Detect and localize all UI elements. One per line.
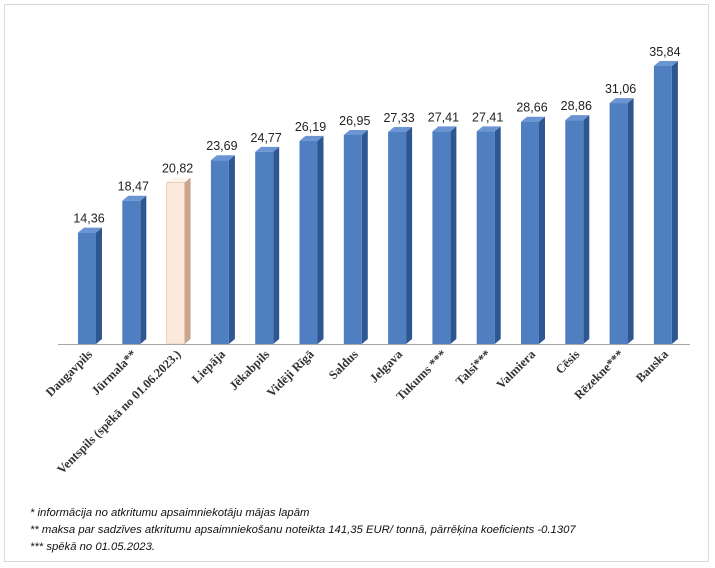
bar-front xyxy=(122,200,141,344)
bar-side xyxy=(406,127,413,344)
bar-side xyxy=(361,129,368,344)
category-label: Jelgava xyxy=(367,347,406,386)
bar-side xyxy=(539,116,545,344)
bar-front xyxy=(565,120,584,344)
value-label: 26,95 xyxy=(339,114,370,128)
bar-side xyxy=(627,98,634,344)
bar-top xyxy=(521,116,545,122)
category-label: Daugavpils xyxy=(43,347,95,399)
bar-10 xyxy=(476,126,501,345)
bar-front xyxy=(521,121,539,344)
footnote-3: *** spēkā no 01.05.2023. xyxy=(30,541,155,553)
bar-side xyxy=(450,126,457,345)
bar-13 xyxy=(609,98,634,344)
category-label: Bauska xyxy=(633,347,671,385)
bar-top xyxy=(122,195,147,201)
bar-8 xyxy=(388,127,413,344)
value-label: 23,69 xyxy=(206,139,237,153)
bar-front xyxy=(255,151,274,344)
bar-front xyxy=(166,182,185,345)
bar-side xyxy=(583,115,590,344)
value-label: 27,33 xyxy=(383,111,414,125)
bar-top xyxy=(609,98,634,104)
bar-front xyxy=(210,160,229,344)
bar-11 xyxy=(521,116,545,344)
bar-side xyxy=(273,146,280,344)
bar-14 xyxy=(653,61,678,344)
bar-front xyxy=(343,134,362,344)
bar-4 xyxy=(210,155,235,344)
footnote-2: ** maksa par sadzīves atkritumu apsaimni… xyxy=(30,524,576,536)
bar-top xyxy=(653,61,678,66)
bar-side xyxy=(494,126,501,345)
value-label: 28,86 xyxy=(561,99,592,113)
value-label: 28,66 xyxy=(516,101,547,115)
footnotes: * informācija no atkritumu apsaimniekotā… xyxy=(30,505,700,556)
bars-group: 14,36 18,47 20,82 23,69 24,77 26,19 26,95 27,33… xyxy=(73,45,681,345)
bar-front xyxy=(609,103,628,344)
bar-side xyxy=(228,155,235,344)
bar-top xyxy=(476,126,501,132)
bar-1 xyxy=(78,227,102,344)
category-label: Talsi*** xyxy=(453,347,494,388)
bar-side xyxy=(184,177,191,344)
bar-top xyxy=(565,115,590,121)
bar-7 xyxy=(343,129,368,344)
bar-top xyxy=(299,135,324,141)
value-label: 14,36 xyxy=(73,212,104,226)
bar-2 xyxy=(122,195,147,344)
value-label: 20,82 xyxy=(162,162,193,176)
value-label: 27,41 xyxy=(428,110,459,124)
value-label: 35,84 xyxy=(649,45,680,59)
category-label: Valmiera xyxy=(494,347,539,392)
bar-front xyxy=(388,132,407,344)
bar-front xyxy=(653,66,672,344)
bar-side xyxy=(671,61,678,344)
value-label: 26,19 xyxy=(295,120,326,134)
bar-side xyxy=(96,227,102,344)
category-label: Vidēji Rīgā xyxy=(264,347,317,400)
value-label: 18,47 xyxy=(118,180,149,194)
bar-side xyxy=(140,195,147,344)
footnote-1: * informācija no atkritumu apsaimniekotā… xyxy=(30,507,310,519)
bar-side xyxy=(317,135,324,344)
bar-top xyxy=(255,146,280,152)
value-label: 27,41 xyxy=(472,110,503,124)
category-label: Jēkabpils xyxy=(227,347,273,393)
bar-top xyxy=(78,227,102,233)
bar-top xyxy=(432,126,457,132)
bar-9 xyxy=(432,126,457,345)
category-label: Saldus xyxy=(326,347,361,382)
bar-front xyxy=(78,232,96,344)
bar-top xyxy=(166,177,191,183)
bar-front xyxy=(476,131,495,344)
bar-top xyxy=(388,127,413,133)
bar-3 xyxy=(166,177,191,345)
bar-front xyxy=(432,131,451,344)
bar-top xyxy=(343,129,368,135)
bar-top xyxy=(210,155,235,161)
category-label: Liepāja xyxy=(189,347,228,386)
bar-6 xyxy=(299,135,324,344)
category-label: Cēsis xyxy=(553,347,583,377)
bar-12 xyxy=(565,115,590,344)
bar-front xyxy=(299,140,318,344)
bar-5 xyxy=(255,146,280,344)
value-label: 24,77 xyxy=(251,131,282,145)
value-label: 31,06 xyxy=(605,82,636,96)
